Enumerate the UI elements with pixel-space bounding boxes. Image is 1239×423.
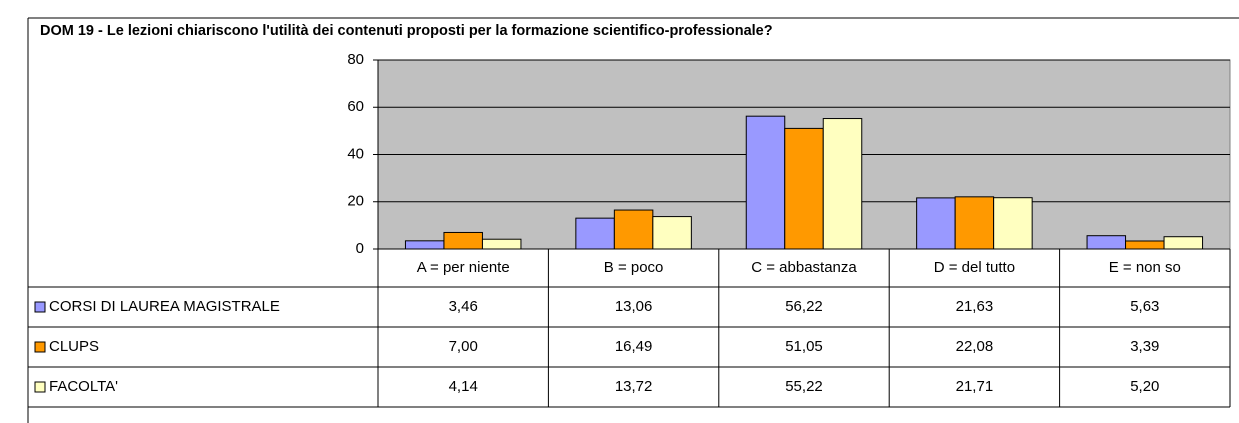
- table-value: 5,63: [1130, 298, 1159, 315]
- bar: [822, 118, 863, 250]
- table-value: 4,14: [449, 378, 478, 395]
- table-value: 16,49: [615, 338, 653, 355]
- table-value: 3,39: [1130, 338, 1159, 355]
- y-tick-label: 40: [347, 145, 364, 162]
- legend-label: FACOLTA': [49, 378, 118, 395]
- bar: [652, 216, 692, 250]
- bar: [1163, 236, 1204, 250]
- x-tick-label: D = del tutto: [934, 259, 1015, 276]
- table-value: 13,72: [615, 378, 653, 395]
- bar: [575, 217, 615, 250]
- bar: [916, 197, 956, 250]
- table-value: 21,63: [956, 298, 994, 315]
- x-tick-label: A = per niente: [417, 259, 510, 276]
- bar: [784, 127, 824, 250]
- table-value: 55,22: [785, 378, 823, 395]
- y-tick-label: 20: [347, 193, 364, 210]
- bar: [404, 240, 445, 250]
- table-value: 7,00: [449, 338, 478, 355]
- legend-label: CLUPS: [49, 338, 99, 355]
- table-value: 56,22: [785, 298, 823, 315]
- chart-title: DOM 19 - Le lezioni chiariscono l'utilit…: [40, 23, 773, 39]
- y-tick-label: 0: [356, 240, 364, 257]
- table-value: 3,46: [449, 298, 478, 315]
- y-tick-label: 60: [347, 98, 364, 115]
- bar: [613, 209, 654, 250]
- table-value: 13,06: [615, 298, 653, 315]
- table-value: 5,20: [1130, 378, 1159, 395]
- bar: [1125, 240, 1165, 250]
- table-value: 21,71: [956, 378, 994, 395]
- x-tick-label: C = abbastanza: [751, 259, 857, 276]
- legend-key: [34, 301, 46, 313]
- bar: [481, 238, 522, 250]
- bar: [993, 197, 1033, 250]
- bar: [443, 231, 483, 250]
- y-tick-label: 80: [347, 51, 364, 68]
- bar: [745, 115, 786, 250]
- x-tick-label: E = non so: [1109, 259, 1181, 276]
- legend-key: [34, 381, 46, 393]
- bar: [1086, 235, 1127, 250]
- bar: [954, 196, 995, 250]
- table-value: 22,08: [956, 338, 994, 355]
- legend-label: CORSI DI LAUREA MAGISTRALE: [49, 298, 280, 315]
- table-value: 51,05: [785, 338, 823, 355]
- x-tick-label: B = poco: [604, 259, 664, 276]
- legend-key: [34, 341, 46, 353]
